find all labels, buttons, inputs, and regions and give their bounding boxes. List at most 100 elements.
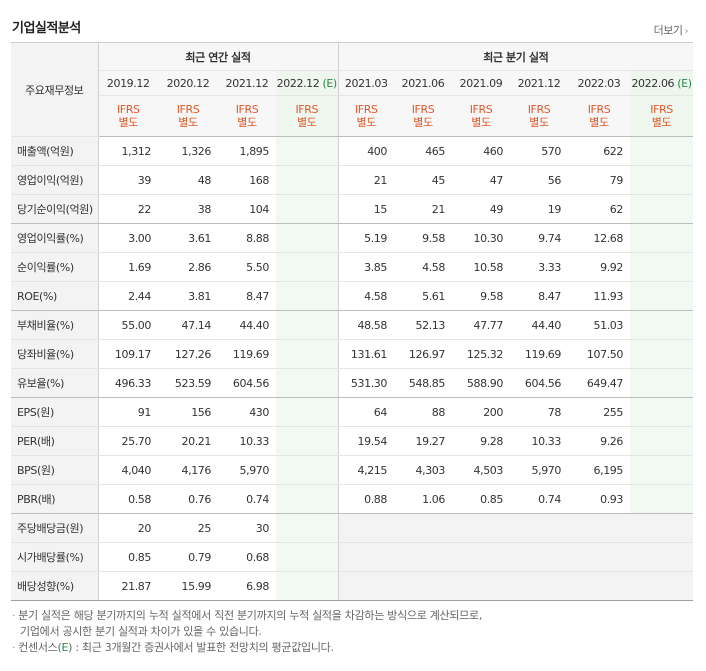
table-cell — [276, 339, 338, 369]
table-cell: 30 — [218, 513, 276, 543]
table-cell: 107.50 — [568, 339, 630, 369]
table-row: 부채비율(%) 55.00 47.14 44.40 48.58 52.13 47.77 44.… — [11, 310, 694, 340]
table-cell: 8.47 — [218, 281, 276, 311]
table-cell: 460 — [452, 136, 510, 166]
table-cell — [452, 513, 510, 543]
ifrs-header: IFRS 별도 — [568, 95, 630, 137]
note-line-3-e: E — [61, 641, 69, 654]
table-cell: 5,970 — [218, 455, 276, 485]
table-cell: 19 — [510, 194, 568, 224]
note-line-3-pre: 컨센서스( — [18, 641, 62, 654]
ifrs-header: IFRS 별도 — [630, 95, 694, 137]
table-row: 유보율(%) 496.33 523.59 604.56 531.30 548.85 588.… — [11, 368, 694, 398]
ifrs-type-label: 별도 — [297, 116, 317, 129]
table-cell: 44.40 — [218, 310, 276, 340]
table-cell: 22 — [98, 194, 158, 224]
period-header: 2022.12 (E) — [276, 70, 338, 96]
table-row: EPS(원) 91 156 430 64 88 200 78 255 — [11, 397, 694, 427]
table-cell — [276, 310, 338, 340]
table-cell: 1.69 — [98, 252, 158, 282]
table-cell — [337, 513, 394, 543]
table-cell: 1,895 — [218, 136, 276, 166]
table-row: 영업이익률(%) 3.00 3.61 8.88 5.19 9.58 10.30 9.74 12.… — [11, 223, 694, 253]
table-cell: 44.40 — [510, 310, 568, 340]
table-cell — [276, 223, 338, 253]
table-cell: 5,970 — [510, 455, 568, 485]
period-header: 2021.09 — [452, 70, 510, 96]
footnotes: · 분기 실적은 해당 분기까지의 누적 실적에서 직전 분기까지의 누적 실적을… — [12, 609, 483, 654]
table-cell: 0.88 — [337, 484, 394, 514]
table-cell — [276, 484, 338, 514]
table-cell: 0.85 — [98, 542, 158, 572]
row-label: 부채비율(%) — [11, 310, 99, 340]
chevron-right-icon: › — [684, 26, 689, 37]
table-cell: 19.27 — [394, 426, 452, 456]
table-cell: 62 — [568, 194, 630, 224]
table-cell: 64 — [337, 397, 394, 427]
row-label: PER(배) — [11, 426, 99, 456]
table-cell — [630, 223, 694, 253]
table-cell: 47.77 — [452, 310, 510, 340]
table-cell — [276, 426, 338, 456]
table-cell: 8.88 — [218, 223, 276, 253]
table-cell — [630, 368, 694, 398]
period-header: 2019.12 — [98, 70, 158, 96]
table-cell: 49 — [452, 194, 510, 224]
row-label: ROE(%) — [11, 281, 99, 311]
table-cell: 5.50 — [218, 252, 276, 282]
table-cell — [276, 513, 338, 543]
table-cell: 3.00 — [98, 223, 158, 253]
table-cell: 0.74 — [510, 484, 568, 514]
ifrs-header: IFRS 별도 — [510, 95, 568, 137]
annual-group-header: 최근 연간 실적 — [98, 42, 338, 71]
table-cell: 4,303 — [394, 455, 452, 485]
period-header: 2022.06 (E) — [630, 70, 694, 96]
table-cell — [630, 426, 694, 456]
financial-table: 주요재무정보 최근 연간 실적 최근 분기 실적 2019.12 2020.12 2… — [11, 42, 694, 601]
table-cell — [630, 310, 694, 340]
ifrs-label: IFRS — [469, 103, 493, 116]
period-header: 2021.12 — [510, 70, 568, 96]
table-row: PBR(배) 0.58 0.76 0.74 0.88 1.06 0.85 0.74 0.93 — [11, 484, 694, 514]
ifrs-label: IFRS — [295, 103, 319, 116]
table-cell: 588.90 — [452, 368, 510, 398]
row-label: 유보율(%) — [11, 368, 99, 398]
table-cell: 6,195 — [568, 455, 630, 485]
table-cell: 0.76 — [158, 484, 218, 514]
table-cell: 1,326 — [158, 136, 218, 166]
more-label: 더보기 — [653, 24, 683, 37]
table-cell: 5.61 — [394, 281, 452, 311]
table-cell — [510, 513, 568, 543]
ifrs-label: IFRS — [354, 103, 378, 116]
table-cell: 5.19 — [337, 223, 394, 253]
section-title: 기업실적분석 — [12, 21, 81, 36]
table-row: PER(배) 25.70 20.21 10.33 19.54 19.27 9.28 10.33… — [11, 426, 694, 456]
table-cell: 45 — [394, 165, 452, 195]
table-cell — [276, 281, 338, 311]
table-cell — [276, 194, 338, 224]
more-link[interactable]: 더보기 › — [653, 22, 689, 38]
ifrs-type-label: 별도 — [413, 116, 433, 129]
period-label: 2021.12 — [517, 76, 561, 90]
table-cell: 2.44 — [98, 281, 158, 311]
period-header: 2021.03 — [337, 70, 394, 96]
table-cell: 4,503 — [452, 455, 510, 485]
table-cell: 9.74 — [510, 223, 568, 253]
table-row: 매출액(억원) 1,312 1,326 1,895 400 465 460 570 622 — [11, 136, 694, 166]
table-cell: 15.99 — [158, 571, 218, 601]
table-cell: 56 — [510, 165, 568, 195]
table-row: 주당배당금(원) 20 25 30 — [11, 513, 694, 543]
table-cell — [630, 252, 694, 282]
table-row: ROE(%) 2.44 3.81 8.47 4.58 5.61 9.58 8.47 11.93 — [11, 281, 694, 311]
table-cell — [630, 339, 694, 369]
period-label: 2022.03 — [577, 76, 621, 90]
row-label: 영업이익률(%) — [11, 223, 99, 253]
table-cell: 79 — [568, 165, 630, 195]
table-row: 시가배당률(%) 0.85 0.79 0.68 — [11, 542, 694, 572]
row-label: 영업이익(억원) — [11, 165, 99, 195]
table-cell: 78 — [510, 397, 568, 427]
table-cell: 200 — [452, 397, 510, 427]
table-cell: 10.30 — [452, 223, 510, 253]
table-cell: 9.92 — [568, 252, 630, 282]
quarter-group-header: 최근 분기 실적 — [337, 42, 694, 71]
